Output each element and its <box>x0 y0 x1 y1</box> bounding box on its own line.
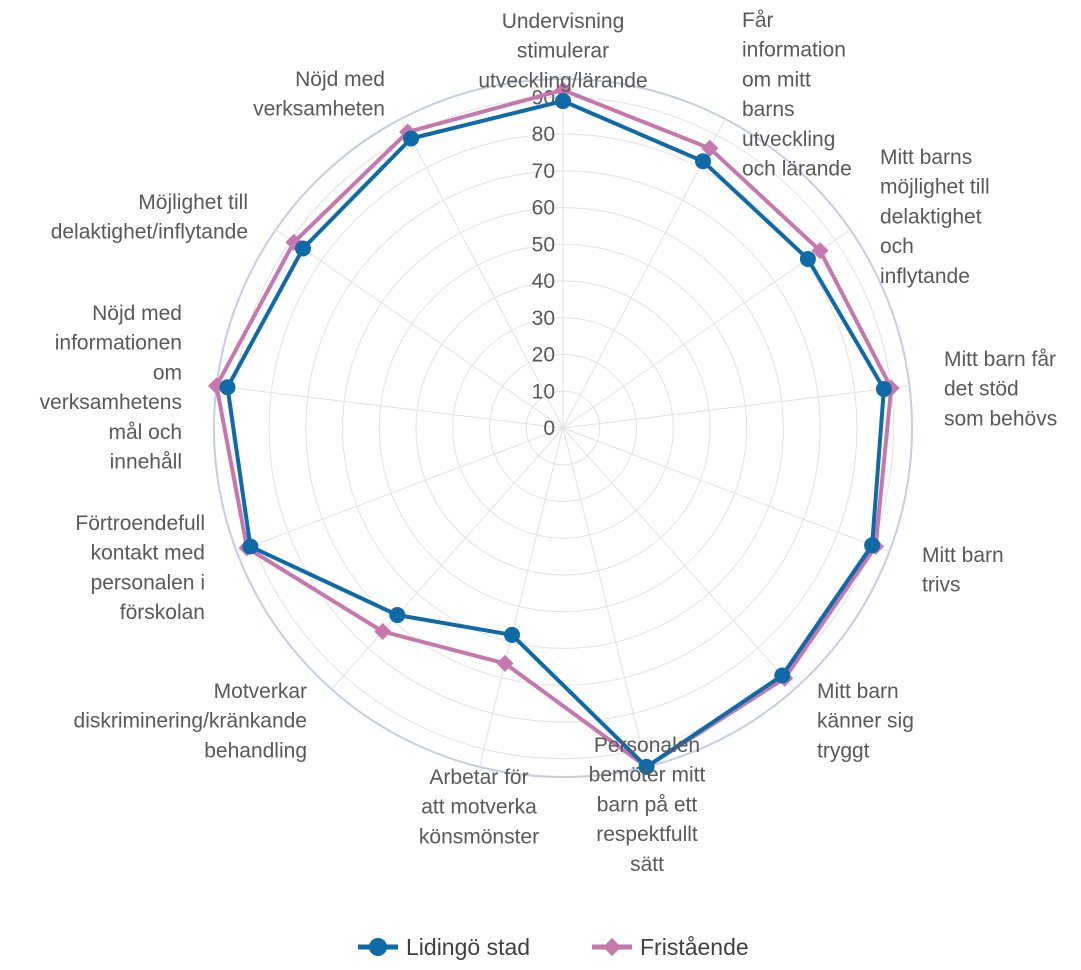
grid-spoke <box>562 427 648 767</box>
data-point <box>694 153 711 170</box>
series-line <box>225 99 886 769</box>
legend-label: Fristående <box>640 934 749 960</box>
category-label: Personalen bemöter mitt barn på ett respekt… <box>589 734 706 876</box>
tick-label: 10 <box>532 380 555 403</box>
data-point <box>403 130 420 147</box>
data-point <box>799 250 816 267</box>
data-point <box>242 538 259 555</box>
category-label: Undervisning stimulerar utveckling/lärande <box>478 10 647 92</box>
grid-spoke <box>400 118 564 429</box>
series-0 <box>219 93 892 775</box>
tick-label: 50 <box>532 233 555 256</box>
legend: Lidingö stad Fristående <box>358 934 749 960</box>
legend-item: Fristående <box>592 934 749 960</box>
category-label: Nöjd med informationen om verksamhetens mål … <box>40 302 182 474</box>
grid-spoke <box>562 385 910 429</box>
data-point <box>496 654 514 672</box>
category-label: Får information om mitt barns utveckling och … <box>742 9 852 181</box>
data-point <box>774 667 791 684</box>
grid-spoke <box>478 427 564 767</box>
tick-label: 20 <box>532 344 555 367</box>
data-point <box>219 379 236 396</box>
category-label: Nöjd med verksamheten <box>253 68 385 121</box>
data-point <box>389 606 406 623</box>
series-layer <box>208 81 900 776</box>
tick-label: 80 <box>532 123 555 146</box>
grid-spoke <box>216 385 564 429</box>
grid-spoke <box>562 427 795 690</box>
category-label: Möjlighet till delaktighet/inflytande <box>51 191 248 244</box>
grid-spoke <box>236 427 564 553</box>
tick-label: 40 <box>532 270 555 293</box>
category-label: Mitt barn känner sig tryggt <box>817 680 914 762</box>
grid-spoke <box>562 427 890 553</box>
series-line <box>214 88 894 769</box>
category-label: Mitt barn får det stöd som behövs <box>944 348 1057 430</box>
grid-spoke <box>562 118 726 429</box>
category-label: Förtroendefull kontakt med personalen i för… <box>75 512 205 624</box>
category-label: Mitt barns möjlighet till delaktighet och in… <box>880 146 990 288</box>
category-labels: Undervisning stimulerar utveckling/lärande… <box>40 9 1058 876</box>
data-point <box>864 537 881 554</box>
data-point <box>875 381 892 398</box>
tick-label: 0 <box>543 417 555 440</box>
data-point <box>374 622 392 640</box>
grid-spoke <box>275 229 564 429</box>
tick-label: 30 <box>532 307 555 330</box>
data-point <box>504 626 521 643</box>
data-point <box>701 139 719 157</box>
legend-label: Lidingö stad <box>406 934 530 960</box>
tick-label: 70 <box>532 160 555 183</box>
radar-grid <box>213 78 913 778</box>
legend-marker <box>369 938 387 956</box>
legend-marker <box>603 938 621 956</box>
grid-spoke <box>331 427 564 690</box>
tick-label: 60 <box>532 197 555 220</box>
legend-item: Lidingö stad <box>358 934 530 960</box>
category-label: Mitt barn trivs <box>922 544 1004 597</box>
data-point <box>811 242 829 260</box>
data-point <box>294 240 311 257</box>
category-label: Motverkar diskriminering/kränkande behandl… <box>74 680 307 762</box>
data-point <box>555 93 571 110</box>
data-point <box>638 758 655 775</box>
category-label: Arbetar för att motverka könsmönster <box>419 766 539 848</box>
